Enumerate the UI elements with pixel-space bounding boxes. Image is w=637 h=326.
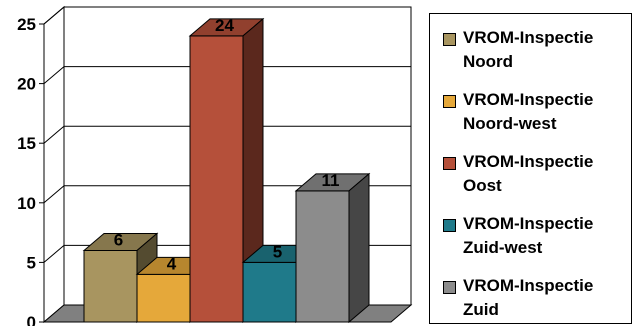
gridline [43,66,411,84]
bar-front [83,249,138,323]
legend-item: VROM-Inspectie Noord [443,28,633,74]
legend-label: VROM-Inspectie Zuid [463,276,594,319]
legend-label: VROM-Inspectie Noord [463,28,594,71]
bar-5 [294,172,371,324]
chart-bars [82,17,371,324]
bar-front [242,261,297,323]
y-tick-label: 25 [17,15,36,34]
data-label: 4 [167,254,177,273]
chart-data-labels: 6 4 24 5 11 [114,16,340,273]
legend-swatch [443,157,456,170]
data-label: 11 [322,171,340,190]
legend-item: VROM-Inspectie Noord-west [443,90,633,136]
y-tick-label: 10 [17,194,36,213]
bar-3 [188,17,265,324]
data-label: 6 [114,230,123,249]
bar-chart: 0 5 10 15 20 25 6 4 24 5 11 [17,5,413,326]
gridline [43,185,411,204]
legend-swatch [443,33,456,46]
gridline [43,125,411,144]
gridline [43,6,411,25]
y-tick-label: 5 [27,253,36,272]
legend-item: VROM-Inspectie Zuid [443,276,633,322]
legend-label: VROM-Inspectie Zuid-west [463,214,594,257]
y-tick-label: 0 [27,313,36,326]
y-tick-label: 20 [17,75,36,94]
chart-legend: VROM-Inspectie Noord VROM-Inspectie Noord… [429,13,632,324]
bar-side [348,172,370,324]
bar-front [189,35,244,323]
bar-front [136,273,191,323]
y-axis-ticks: 0 5 10 15 20 25 [17,15,45,326]
y-tick-label: 15 [17,134,36,153]
legend-item: VROM-Inspectie Zuid-west [443,214,633,260]
legend-swatch [443,281,456,294]
legend-swatch [443,95,456,108]
legend-swatch [443,219,456,232]
chart-side-wall [43,5,65,324]
legend-label: VROM-Inspectie Oost [463,152,594,195]
legend-item: VROM-Inspectie Oost [443,152,633,198]
legend-label: VROM-Inspectie Noord-west [463,90,594,133]
bar-front [295,190,350,323]
data-label: 5 [273,242,282,261]
data-label: 24 [215,16,234,35]
